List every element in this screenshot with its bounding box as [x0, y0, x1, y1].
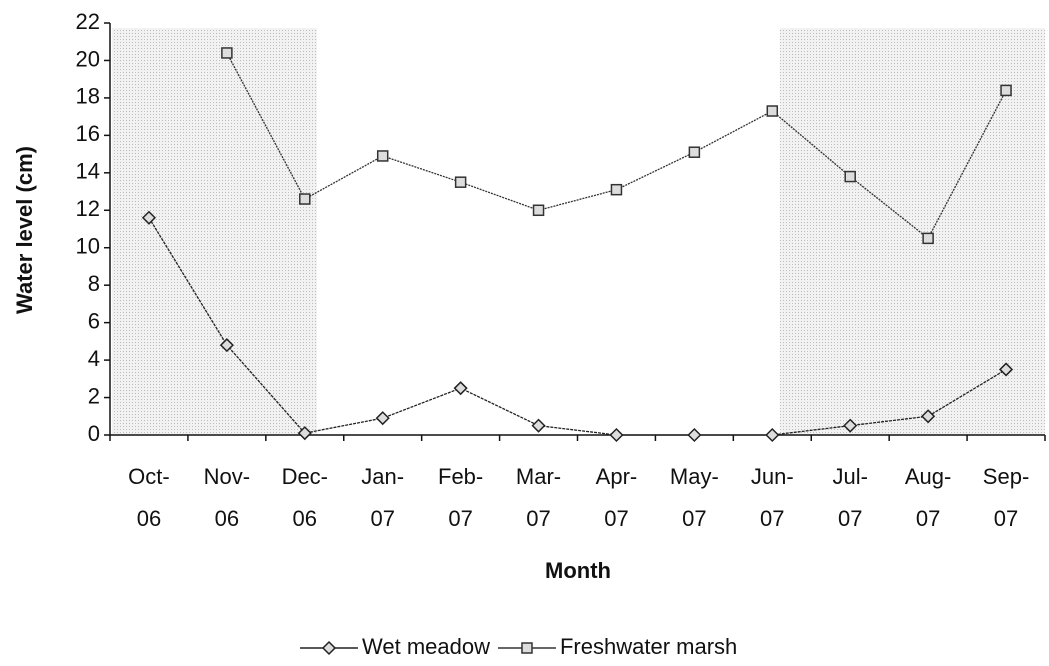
marker	[610, 183, 623, 196]
marker	[221, 47, 233, 59]
marker	[321, 640, 337, 656]
x-tick-label: Oct-06	[128, 464, 170, 531]
x-tick-label: Mar-07	[516, 464, 561, 531]
marker	[687, 427, 702, 443]
x-tick-label: Jan-07	[361, 464, 404, 531]
marker	[921, 409, 936, 424]
marker	[375, 411, 390, 426]
y-tick-label: 8	[88, 271, 100, 296]
x-tick-label: Sep-07	[983, 464, 1029, 531]
marker	[521, 642, 533, 654]
marker	[998, 362, 1014, 377]
legend-label: Freshwater marsh	[560, 634, 737, 659]
x-tick-label: May-07	[670, 464, 719, 531]
y-tick-label: 14	[76, 159, 100, 184]
x-tick-label: Nov-06	[204, 464, 250, 531]
marker	[922, 232, 934, 245]
legend-label: Wet meadow	[362, 634, 490, 659]
marker	[765, 427, 780, 443]
y-axis-title: Water level (cm)	[12, 146, 37, 314]
y-tick-label: 2	[88, 383, 100, 408]
marker	[376, 150, 389, 162]
y-tick-label: 0	[88, 421, 100, 446]
y-tick-label: 22	[76, 9, 100, 34]
marker	[454, 176, 467, 188]
series-line	[148, 217, 1007, 436]
marker	[297, 426, 312, 441]
y-tick-label: 6	[88, 308, 100, 333]
marker	[219, 338, 234, 353]
shaded-season	[112, 28, 317, 435]
x-tick-label: Aug-07	[905, 464, 951, 531]
y-tick-label: 16	[76, 121, 100, 146]
x-tick-label: Jun-07	[751, 464, 794, 531]
marker	[299, 193, 311, 205]
y-tick-label: 20	[76, 46, 100, 71]
marker	[141, 210, 157, 225]
marker	[531, 418, 546, 433]
y-tick-label: 12	[76, 196, 100, 221]
marker	[844, 170, 856, 183]
x-tick-label: Apr-07	[596, 464, 638, 531]
y-tick-label: 4	[88, 346, 100, 371]
marker	[453, 381, 468, 396]
x-axis-title: Month	[545, 558, 611, 583]
marker	[766, 105, 779, 117]
marker	[843, 418, 858, 433]
x-tick-label: Dec-06	[282, 464, 328, 531]
y-tick-label: 18	[76, 84, 100, 109]
y-tick-label: 10	[76, 234, 100, 259]
x-tick-label: Feb-07	[438, 464, 483, 531]
marker	[609, 427, 624, 443]
marker	[1000, 84, 1012, 97]
marker	[532, 204, 545, 217]
marker	[688, 146, 701, 158]
x-tick-label: Jul-07	[832, 464, 867, 531]
